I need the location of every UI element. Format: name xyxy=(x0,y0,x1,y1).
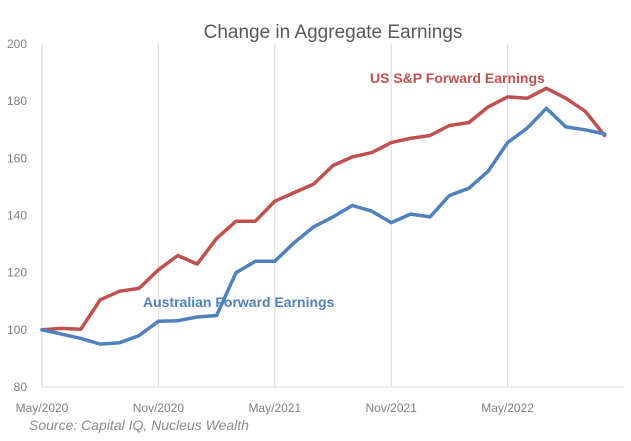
x-tick-label: Nov/2020 xyxy=(133,401,185,415)
australian-series-line xyxy=(40,106,607,346)
chart-title: Change in Aggregate Earnings xyxy=(204,22,463,43)
y-axis-ticks: 80 100 120 140 160 180 200 xyxy=(7,37,27,394)
y-tick-label: 100 xyxy=(7,323,27,337)
source-note: Source: Capital IQ, Nucleus Wealth xyxy=(29,417,249,433)
y-tick-label: 140 xyxy=(7,209,27,223)
australian-series-label: Australian Forward Earnings xyxy=(143,294,335,310)
y-tick-label: 200 xyxy=(7,37,27,51)
us-series-label: US S&P Forward Earnings xyxy=(370,70,545,86)
x-tick-label: May/2022 xyxy=(481,401,534,415)
x-tick-label: Nov/2021 xyxy=(366,401,418,415)
x-tick-label: May/2021 xyxy=(248,401,301,415)
series-lines xyxy=(40,86,607,346)
grid xyxy=(41,44,509,387)
x-axis-ticks: May/2020 Nov/2020 May/2021 Nov/2021 May/2022 xyxy=(16,401,535,415)
y-tick-label: 80 xyxy=(14,380,28,394)
y-tick-label: 120 xyxy=(7,266,27,280)
y-tick-label: 160 xyxy=(7,151,27,165)
y-tick-label: 180 xyxy=(7,94,27,108)
us-series-line xyxy=(40,86,607,332)
x-tick-label: May/2020 xyxy=(16,401,69,415)
